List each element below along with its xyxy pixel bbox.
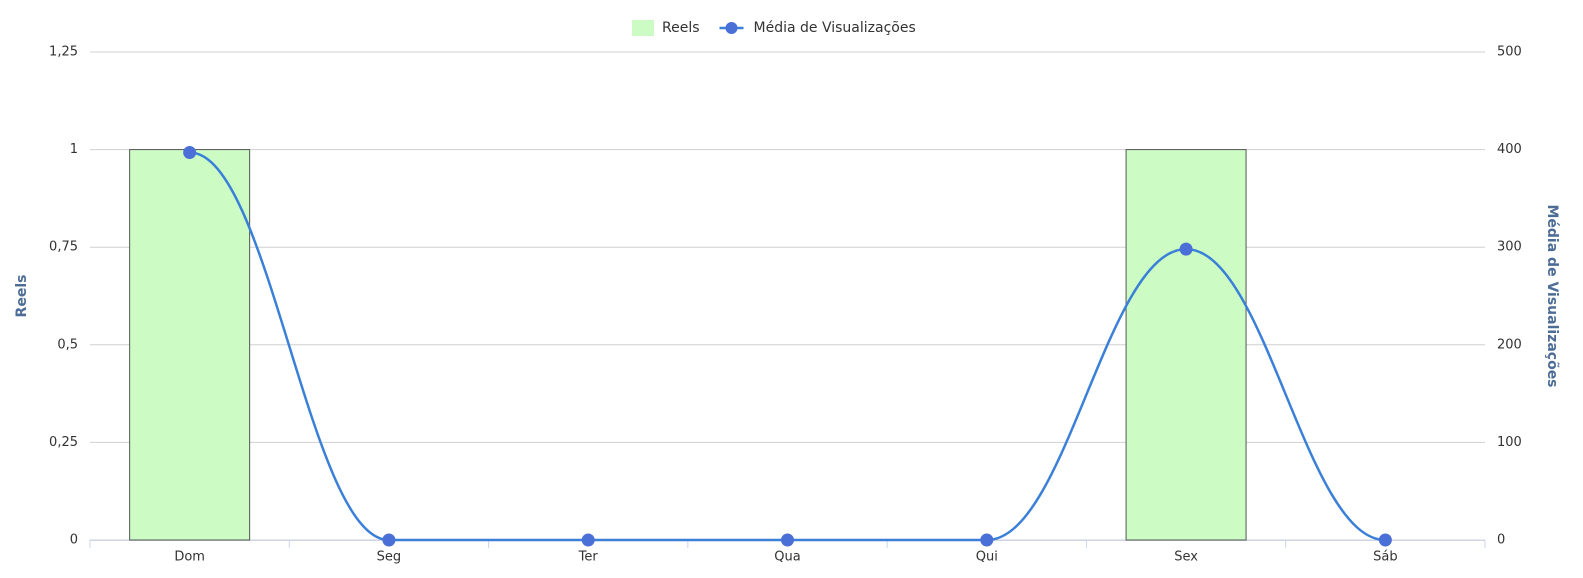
line-marker — [980, 533, 994, 547]
x-tick-label: Qui — [976, 550, 998, 565]
line-marker — [581, 533, 595, 547]
y2-tick-label: 500 — [1497, 45, 1522, 60]
x-tick-label: Sex — [1174, 550, 1198, 565]
y-axis-title: Reels — [14, 275, 30, 318]
line-marker — [781, 533, 794, 547]
line-marker — [1378, 533, 1392, 547]
y2-tick-label: 300 — [1497, 240, 1522, 255]
y-tick-label: 1 — [70, 142, 78, 157]
x-tick-label: Ter — [578, 550, 599, 565]
y-tick-label: 0,5 — [57, 337, 78, 352]
legend-label: Reels — [662, 20, 700, 36]
line-marker — [382, 533, 396, 547]
y2-tick-label: 200 — [1497, 337, 1522, 352]
x-tick-label: Qua — [774, 550, 800, 565]
line — [189, 151, 1386, 542]
y-tick-label: 0,25 — [49, 435, 78, 450]
y-tick-label: 0,75 — [49, 240, 78, 255]
x-tick-label: Dom — [174, 550, 205, 565]
legend-label: Média de Visualizações — [754, 20, 916, 36]
x-tick-label: Sáb — [1373, 550, 1397, 565]
x-tick-label: Seg — [377, 550, 402, 565]
bar — [129, 149, 251, 541]
legend-swatch — [632, 20, 654, 36]
y2-tick-label: 0 — [1497, 533, 1505, 548]
y-tick-label: 0 — [70, 533, 78, 548]
y2-axis-title: Média de Visualizações — [1544, 204, 1560, 387]
bar — [1125, 149, 1247, 541]
line-marker — [1179, 242, 1193, 256]
y-tick-label: 1,25 — [49, 45, 78, 60]
line-marker — [183, 146, 197, 160]
y2-tick-label: 400 — [1497, 142, 1522, 157]
legend-marker — [725, 22, 738, 34]
y2-tick-label: 100 — [1497, 435, 1522, 450]
